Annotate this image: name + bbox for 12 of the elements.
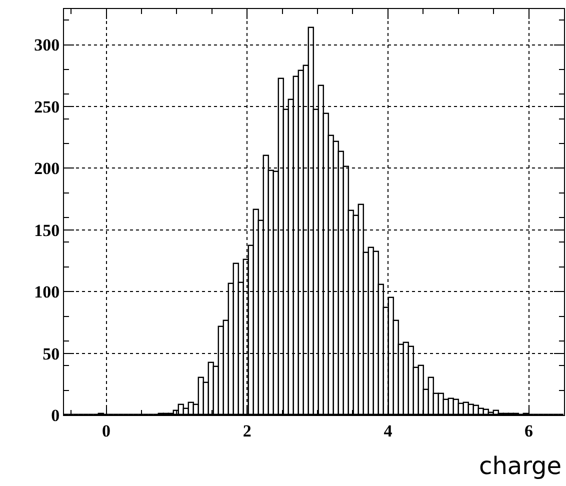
x-axis-title: charge [479,452,562,480]
y-tick-label: 200 [34,159,60,178]
y-tick-label: 250 [34,97,60,116]
y-tick-label: 300 [34,36,60,55]
y-tick-label: 0 [51,406,60,425]
x-tick-label: 2 [242,421,252,440]
x-tick-label: 6 [524,421,534,440]
x-tick-label: 4 [384,421,393,440]
y-tick-label: 150 [34,220,60,240]
y-tick-label: 50 [42,344,60,364]
y-tick-label: 100 [34,282,60,302]
x-tick-label: 0 [102,421,110,440]
